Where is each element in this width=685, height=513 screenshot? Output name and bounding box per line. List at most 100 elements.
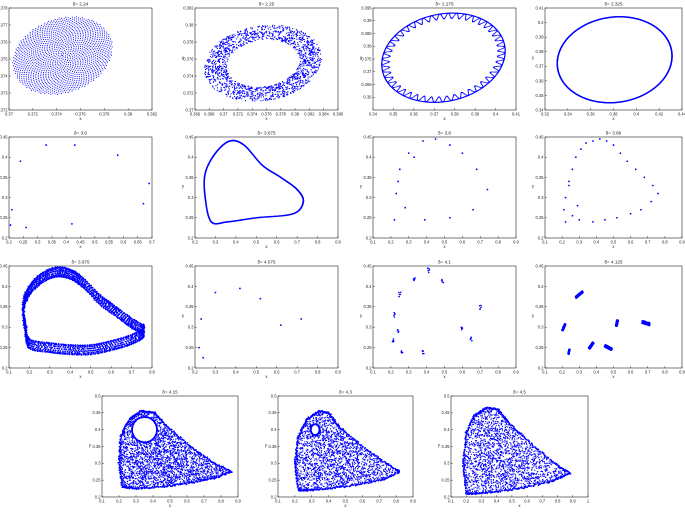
data-point — [307, 35, 309, 38]
data-point — [17, 60, 19, 62]
data-point — [47, 66, 50, 68]
data-point — [19, 65, 21, 67]
data-point — [77, 66, 79, 68]
data-point — [269, 26, 271, 28]
data-point — [57, 51, 60, 53]
data-point — [67, 80, 69, 82]
data-point — [82, 64, 84, 66]
data-point — [211, 69, 213, 71]
data-point — [238, 40, 240, 42]
data-point — [385, 77, 388, 79]
data-point — [298, 45, 300, 47]
data-point — [249, 33, 252, 35]
data-point — [309, 47, 311, 49]
data-point — [83, 67, 85, 70]
data-point — [60, 45, 62, 47]
data-point — [86, 55, 88, 57]
data-point — [73, 46, 75, 48]
data-point — [66, 20, 68, 22]
data-point — [60, 73, 62, 75]
data-point — [229, 82, 231, 85]
data-point — [62, 55, 64, 57]
data-point — [42, 89, 44, 91]
data-point — [39, 52, 41, 54]
data-point — [70, 63, 72, 65]
data-point — [246, 32, 249, 34]
data-point — [383, 71, 385, 73]
data-point — [19, 77, 21, 79]
data-point — [88, 68, 90, 70]
y-axis-label: y — [532, 55, 535, 60]
data-point — [73, 31, 75, 33]
data-point — [88, 56, 91, 58]
data-point — [17, 69, 19, 71]
data-point — [387, 47, 389, 50]
data-point — [85, 54, 87, 56]
data-point — [28, 51, 31, 53]
data-point — [66, 67, 68, 69]
data-point — [58, 84, 60, 86]
data-point — [311, 43, 313, 45]
data-point — [21, 61, 23, 63]
data-point — [268, 30, 270, 32]
data-point — [37, 61, 39, 63]
data-point — [229, 37, 231, 40]
data-point — [500, 45, 502, 47]
data-point — [212, 78, 214, 80]
data-point — [71, 70, 74, 73]
data-point — [44, 22, 46, 24]
data-point — [454, 14, 456, 16]
data-point — [207, 66, 209, 68]
data-point — [27, 50, 29, 52]
data-point — [222, 39, 224, 41]
data-point — [43, 61, 45, 64]
data-point — [265, 37, 267, 39]
data-point — [62, 46, 64, 48]
data-point — [407, 92, 409, 95]
data-point — [69, 52, 71, 55]
data-point — [255, 88, 258, 90]
data-point — [60, 90, 62, 93]
data-point — [88, 50, 90, 52]
data-point — [26, 70, 28, 72]
data-point — [388, 51, 390, 53]
data-point — [19, 58, 21, 60]
data-point — [220, 88, 222, 90]
data-point — [97, 42, 99, 44]
data-point — [99, 69, 101, 71]
data-point — [83, 75, 85, 77]
data-point — [266, 25, 269, 27]
data-point — [100, 40, 102, 43]
data-point — [81, 40, 83, 42]
data-point — [479, 86, 481, 88]
data-point — [66, 90, 68, 92]
data-point — [81, 19, 83, 21]
data-point — [14, 55, 16, 57]
data-point — [495, 68, 497, 70]
data-point — [222, 43, 225, 45]
data-point — [31, 54, 33, 56]
x-tick-label: 0.374 — [247, 112, 258, 117]
data-point — [212, 56, 214, 58]
data-point — [43, 78, 45, 80]
data-point — [58, 74, 60, 76]
data-point — [84, 22, 86, 24]
data-point — [403, 29, 405, 32]
data-point — [232, 91, 234, 94]
data-point — [240, 44, 242, 46]
data-point — [300, 70, 303, 72]
data-point — [50, 89, 52, 91]
data-point — [392, 84, 394, 86]
data-point — [54, 56, 56, 58]
data-point — [251, 28, 253, 30]
data-point — [92, 21, 94, 23]
data-point — [496, 34, 498, 37]
data-point — [74, 60, 76, 62]
data-point — [292, 77, 294, 79]
data-point — [497, 43, 499, 45]
data-point — [56, 28, 58, 30]
data-point — [67, 91, 69, 94]
data-point — [51, 40, 53, 42]
data-point — [47, 56, 49, 58]
data-point — [46, 33, 48, 35]
